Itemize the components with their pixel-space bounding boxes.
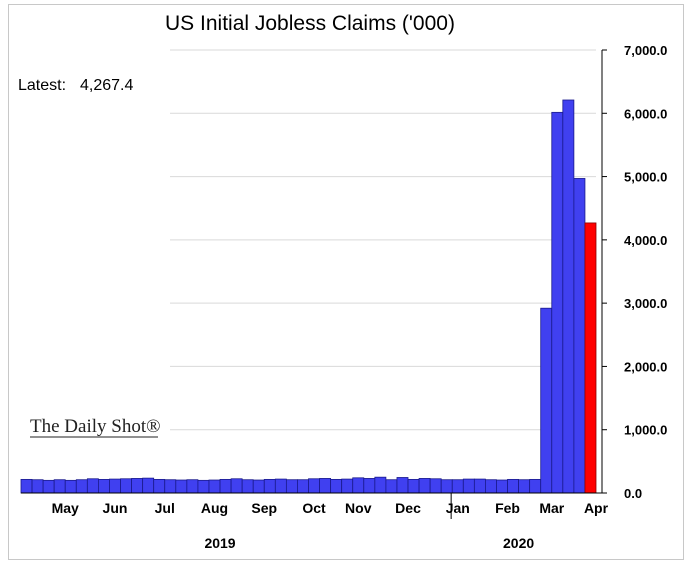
x-tick-label: Jan	[446, 500, 470, 516]
bar	[153, 478, 166, 494]
bar	[164, 479, 177, 494]
x-tick-label: Jul	[155, 500, 175, 516]
gridlines	[170, 49, 596, 431]
bar	[385, 479, 398, 494]
bar	[573, 178, 586, 494]
bar	[274, 478, 287, 494]
x-tick-label: Nov	[345, 500, 372, 516]
y-tick-label: 6,000.0	[624, 106, 667, 121]
bar	[518, 479, 531, 494]
y-tick-label: 2,000.0	[624, 359, 667, 374]
y-tick-label: 0.0	[624, 486, 642, 501]
chart-title: US Initial Jobless Claims ('000)	[165, 12, 455, 35]
bar	[98, 478, 110, 494]
bar	[175, 479, 188, 494]
bar	[540, 307, 553, 494]
x-axis-ticks: May Jun Jul Aug Sep Oct Nov Dec Jan Feb Mar Apr 2019…	[52, 500, 609, 551]
bar	[230, 478, 243, 494]
y-tick-label: 1,000.0	[624, 423, 667, 438]
bar	[142, 477, 155, 494]
bar	[64, 479, 77, 494]
bar	[473, 478, 486, 494]
bar	[407, 478, 420, 494]
bar	[53, 479, 66, 494]
x-tick-label: Apr	[584, 500, 609, 516]
x-tick-label: Aug	[201, 500, 228, 516]
x-tick-label: Jun	[103, 500, 128, 516]
bar	[319, 478, 332, 494]
bar	[507, 478, 519, 494]
x-tick-label: May	[52, 500, 79, 516]
bar	[263, 478, 276, 494]
bar	[418, 478, 431, 494]
x-tick-label: Sep	[251, 500, 277, 516]
bar	[429, 478, 442, 494]
y-tick-label: 3,000.0	[624, 296, 667, 311]
bar	[551, 111, 564, 494]
latest-value: 4,267.4	[80, 77, 133, 94]
bar	[396, 477, 409, 494]
bar	[109, 478, 121, 494]
bar	[352, 477, 365, 494]
bar	[363, 478, 376, 494]
year-label: 2019	[204, 535, 235, 551]
bar	[308, 478, 320, 494]
bar	[208, 479, 221, 494]
bar	[341, 478, 354, 494]
y-tick-label: 4,000.0	[624, 233, 667, 248]
bar	[197, 479, 210, 494]
bar	[219, 478, 232, 494]
bar	[485, 479, 497, 494]
bar	[252, 479, 265, 494]
bar	[241, 479, 254, 494]
bar	[529, 478, 542, 494]
bar	[42, 479, 55, 494]
bar	[120, 478, 132, 494]
bar	[31, 479, 44, 494]
bar	[330, 478, 343, 494]
x-tick-label: Oct	[302, 500, 326, 516]
bar	[374, 476, 387, 494]
x-tick-label: Dec	[395, 500, 421, 516]
bar	[496, 479, 508, 494]
bar	[20, 478, 33, 494]
bar	[462, 478, 475, 494]
x-tick-label: Feb	[495, 500, 520, 516]
brand-logo: The Daily Shot®	[30, 416, 161, 437]
y-tick-label: 5,000.0	[624, 170, 667, 185]
bar	[562, 99, 575, 494]
latest-label: Latest:	[18, 77, 66, 94]
x-tick-label: Mar	[539, 500, 564, 516]
bar	[75, 479, 88, 494]
bar	[186, 479, 199, 494]
bar	[297, 479, 309, 494]
bar	[86, 478, 99, 494]
y-tick-label: 7,000.0	[624, 43, 667, 58]
bar	[131, 478, 144, 494]
bar	[285, 479, 298, 494]
year-label: 2020	[503, 535, 534, 551]
y-axis-ticks: 0.0 1,000.0 2,000.0 3,000.0 4,000.0 5,000.0 6,…	[602, 43, 667, 501]
bar	[451, 479, 464, 494]
bar	[440, 479, 453, 494]
latest-bar	[584, 222, 597, 494]
